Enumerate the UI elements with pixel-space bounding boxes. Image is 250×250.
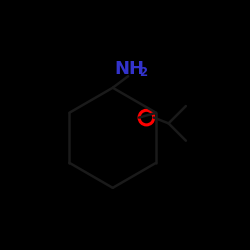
Text: NH: NH [114, 60, 144, 78]
Text: 2: 2 [140, 66, 147, 79]
